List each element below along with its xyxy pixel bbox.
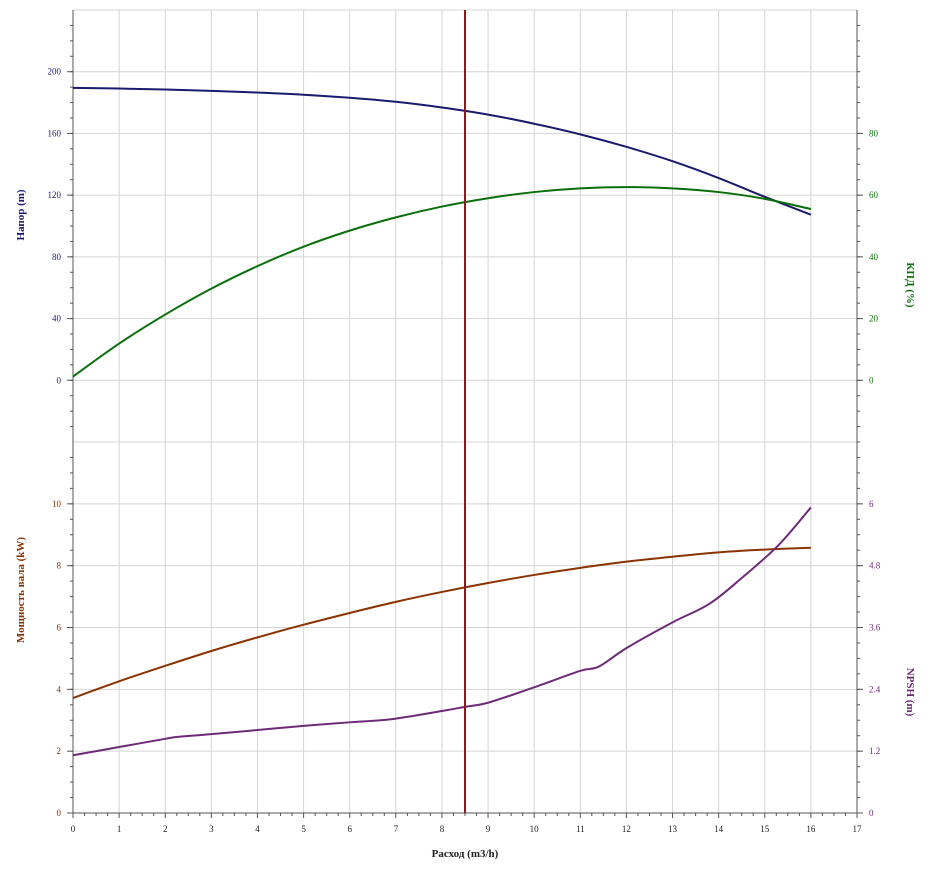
efficiency-axis-tick-label: 0: [869, 375, 874, 385]
efficiency-axis-tick-label: 80: [869, 128, 879, 138]
npsh-axis-tick-label: 0: [869, 808, 874, 818]
power-axis-tick-label: 6: [57, 623, 62, 633]
efficiency-axis-tick-label: 20: [869, 314, 879, 324]
head-axis-tick-label: 0: [57, 375, 62, 385]
power-axis-tick-label: 10: [52, 499, 62, 509]
head-axis-tick-label: 40: [52, 314, 62, 324]
x-tick-label: 14: [714, 824, 724, 834]
x-tick-label: 15: [760, 824, 770, 834]
x-tick-label: 2: [163, 824, 168, 834]
power-curve: [72, 546, 811, 699]
x-tick-label: 4: [255, 824, 260, 834]
x-tick-label: 13: [668, 824, 678, 834]
power-axis-tick-label: 4: [57, 684, 62, 694]
efficiency-axis-tick-label: 60: [869, 190, 879, 200]
head-axis-title: Напор (m): [15, 189, 27, 240]
npsh-axis-tick-label: 3.6: [869, 623, 881, 633]
power-axis-tick-label: 2: [57, 746, 62, 756]
curves: [72, 10, 812, 813]
power-axis-tick-label: 0: [57, 808, 62, 818]
x-tick-label: 5: [301, 824, 306, 834]
x-tick-label: 7: [394, 824, 399, 834]
x-tick-label: 11: [576, 824, 585, 834]
tick-labels: 0 1 2 3 4 5 6 7 8 9 10 11 12 13 14 15 16 1704080120160200…: [48, 67, 881, 834]
head-axis-tick-label: 160: [48, 128, 62, 138]
x-tick-label: 0: [71, 824, 76, 834]
efficiency-axis-tick-label: 40: [869, 252, 879, 262]
npsh-axis-tick-label: 2.4: [869, 684, 881, 694]
efficiency-axis-title: КПД (%): [904, 262, 916, 308]
head-axis-tick-label: 80: [52, 252, 62, 262]
x-tick-label: 8: [440, 824, 445, 834]
x-tick-label: 10: [530, 824, 540, 834]
x-tick-label: 6: [347, 824, 352, 834]
npsh-axis-title: NPSH (m): [904, 668, 916, 717]
x-tick-label: 9: [486, 824, 491, 834]
x-axis-title: Расход (m3/h): [432, 848, 499, 860]
x-tick-label: 1: [117, 824, 122, 834]
efficiency-curve: [72, 186, 812, 378]
head-curve: [72, 86, 812, 216]
x-tick-label: 3: [209, 824, 214, 834]
npsh-axis-tick-label: 4.8: [869, 561, 881, 571]
npsh-axis-tick-label: 1.2: [869, 746, 880, 756]
x-tick-label: 17: [853, 824, 863, 834]
power-axis-title: Мощность вала (kW): [15, 537, 27, 643]
head-axis-tick-label: 200: [48, 67, 62, 77]
power-axis-tick-label: 8: [57, 561, 62, 571]
head-axis-tick-label: 120: [48, 190, 62, 200]
x-tick-label: 16: [806, 824, 816, 834]
npsh-axis-tick-label: 6: [869, 499, 874, 509]
x-tick-label: 12: [622, 824, 631, 834]
